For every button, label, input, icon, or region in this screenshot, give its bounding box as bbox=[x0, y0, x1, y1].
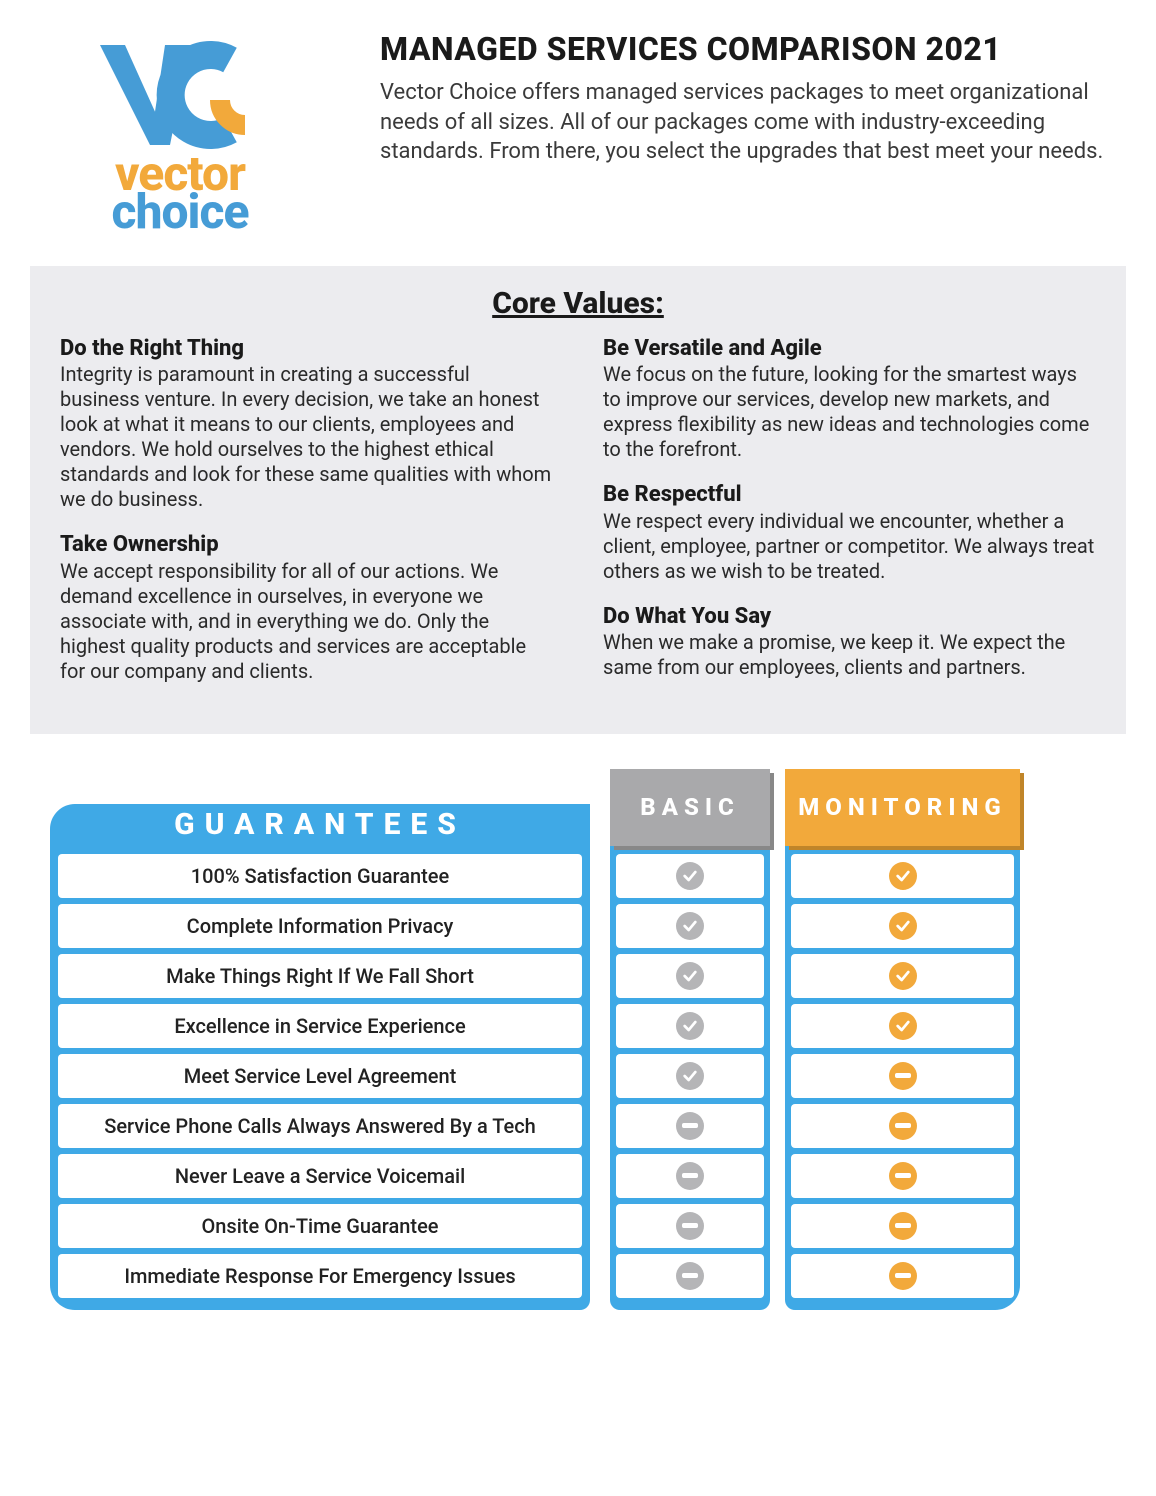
plan-header-basic: BASIC bbox=[610, 769, 770, 846]
monitoring-cell bbox=[791, 1104, 1014, 1148]
core-value-body: Integrity is paramount in creating a suc… bbox=[60, 362, 553, 512]
core-value-heading: Do What You Say bbox=[603, 604, 1096, 630]
table-row: Never Leave a Service Voicemail bbox=[58, 1154, 582, 1198]
monitoring-cell bbox=[791, 1204, 1014, 1248]
logo: vector choice bbox=[30, 30, 330, 236]
table-row: Onsite On-Time Guarantee bbox=[58, 1204, 582, 1248]
logo-text-choice: choice bbox=[112, 188, 249, 236]
check-icon bbox=[676, 862, 704, 890]
guarantee-labels-column: 100% Satisfaction Guarantee Complete Info… bbox=[50, 846, 590, 1310]
core-value-item: Do What You SayWhen we make a promise, w… bbox=[603, 604, 1096, 680]
core-value-body: We respect every individual we encounter… bbox=[603, 509, 1096, 584]
check-icon bbox=[889, 912, 917, 940]
minus-icon bbox=[676, 1262, 704, 1290]
core-value-heading: Be Versatile and Agile bbox=[603, 336, 1096, 362]
monitoring-column bbox=[785, 846, 1020, 1310]
basic-cell bbox=[616, 904, 764, 948]
check-icon bbox=[889, 1012, 917, 1040]
minus-icon bbox=[889, 1162, 917, 1190]
plan-label-monitoring: MONITORING bbox=[798, 793, 1006, 821]
check-icon bbox=[676, 1012, 704, 1040]
basic-cell bbox=[616, 1204, 764, 1248]
page-title: MANAGED SERVICES COMPARISON 2021 bbox=[380, 30, 1126, 68]
table-row: Service Phone Calls Always Answered By a… bbox=[58, 1104, 582, 1148]
basic-cell bbox=[616, 1254, 764, 1298]
core-value-item: Be RespectfulWe respect every individual… bbox=[603, 482, 1096, 583]
plan-label-basic: BASIC bbox=[640, 793, 739, 821]
table-row: Excellence in Service Experience bbox=[58, 1004, 582, 1048]
core-value-heading: Take Ownership bbox=[60, 532, 553, 558]
monitoring-cell bbox=[791, 1154, 1014, 1198]
basic-cell bbox=[616, 1004, 764, 1048]
minus-icon bbox=[676, 1212, 704, 1240]
core-value-heading: Do the Right Thing bbox=[60, 336, 553, 362]
core-values-col-left: Do the Right ThingIntegrity is paramount… bbox=[60, 336, 553, 704]
check-icon bbox=[676, 1062, 704, 1090]
basic-cell bbox=[616, 954, 764, 998]
guarantees-label: GUARANTEES bbox=[174, 807, 466, 842]
minus-icon bbox=[889, 1062, 917, 1090]
core-values-col-right: Be Versatile and AgileWe focus on the fu… bbox=[603, 336, 1096, 704]
monitoring-cell bbox=[791, 954, 1014, 998]
table-row: Make Things Right If We Fall Short bbox=[58, 954, 582, 998]
monitoring-cell bbox=[791, 1254, 1014, 1298]
intro-paragraph: Vector Choice offers managed services pa… bbox=[380, 78, 1126, 167]
monitoring-cell bbox=[791, 854, 1014, 898]
guarantees-header: GUARANTEES bbox=[50, 804, 590, 846]
core-value-item: Do the Right ThingIntegrity is paramount… bbox=[60, 336, 553, 512]
minus-icon bbox=[889, 1112, 917, 1140]
header-text-block: MANAGED SERVICES COMPARISON 2021 Vector … bbox=[380, 30, 1126, 236]
minus-icon bbox=[676, 1112, 704, 1140]
table-row: Immediate Response For Emergency Issues bbox=[58, 1254, 582, 1298]
table-row: Meet Service Level Agreement bbox=[58, 1054, 582, 1098]
logo-vc-mark bbox=[90, 40, 270, 155]
monitoring-cell bbox=[791, 1004, 1014, 1048]
comparison-table: GUARANTEES BASIC MONITORING 100% Satisfa… bbox=[30, 784, 1126, 1310]
table-row: Complete Information Privacy bbox=[58, 904, 582, 948]
monitoring-cell bbox=[791, 904, 1014, 948]
basic-cell bbox=[616, 1104, 764, 1148]
core-value-heading: Be Respectful bbox=[603, 482, 1096, 508]
check-icon bbox=[676, 962, 704, 990]
minus-icon bbox=[889, 1212, 917, 1240]
minus-icon bbox=[676, 1162, 704, 1190]
plan-header-monitoring: MONITORING bbox=[785, 769, 1020, 846]
minus-icon bbox=[889, 1262, 917, 1290]
core-value-item: Take OwnershipWe accept responsibility f… bbox=[60, 532, 553, 683]
basic-cell bbox=[616, 1054, 764, 1098]
header-row: vector choice MANAGED SERVICES COMPARISO… bbox=[30, 30, 1126, 236]
table-row: 100% Satisfaction Guarantee bbox=[58, 854, 582, 898]
core-value-body: We accept responsibility for all of our … bbox=[60, 559, 553, 684]
core-value-body: We focus on the future, looking for the … bbox=[603, 362, 1096, 462]
basic-cell bbox=[616, 1154, 764, 1198]
monitoring-cell bbox=[791, 1054, 1014, 1098]
core-values-title: Core Values: bbox=[60, 286, 1096, 321]
check-icon bbox=[889, 862, 917, 890]
basic-column bbox=[610, 846, 770, 1310]
core-values-section: Core Values: Do the Right ThingIntegrity… bbox=[30, 266, 1126, 734]
check-icon bbox=[889, 962, 917, 990]
check-icon bbox=[676, 912, 704, 940]
core-value-item: Be Versatile and AgileWe focus on the fu… bbox=[603, 336, 1096, 462]
basic-cell bbox=[616, 854, 764, 898]
core-value-body: When we make a promise, we keep it. We e… bbox=[603, 630, 1096, 680]
